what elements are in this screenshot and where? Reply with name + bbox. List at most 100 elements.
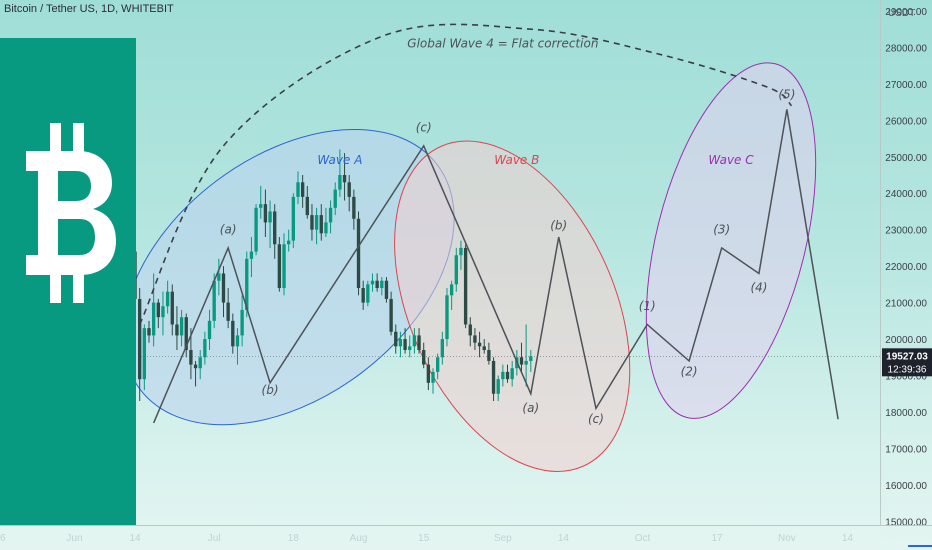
price-axis[interactable] [881, 0, 932, 525]
annotation-label: Wave A [317, 153, 362, 167]
candle-body [282, 244, 286, 289]
candle [519, 342, 524, 372]
price-tick-label: 23000.00 [885, 226, 927, 237]
candle [501, 364, 505, 387]
candle [165, 280, 170, 314]
time-axis[interactable] [0, 526, 880, 550]
candle [287, 229, 291, 252]
candle [231, 313, 235, 354]
bitcoin-logo-panel [0, 38, 136, 525]
candle-body [217, 273, 221, 281]
candle-body [277, 244, 282, 289]
candle [282, 233, 286, 296]
candle [384, 277, 389, 303]
candle-body [161, 306, 165, 318]
candle-body [417, 335, 421, 350]
price-tick-label: 18000.00 [885, 408, 927, 419]
candle [263, 189, 268, 237]
candle-body [463, 247, 468, 325]
candle-body [380, 280, 384, 289]
candle [412, 328, 417, 354]
candle [179, 309, 184, 347]
candle-body [459, 247, 463, 256]
price-tick-label: 27000.00 [885, 80, 927, 91]
currency-label: USDT [888, 8, 916, 19]
candle-body [338, 175, 342, 190]
candle [138, 288, 142, 402]
candle [193, 360, 198, 387]
candle [435, 353, 440, 380]
candle-body [268, 211, 272, 223]
annotation-label: (4) [750, 281, 767, 295]
candle [342, 153, 347, 201]
candle-body [156, 302, 160, 318]
candle [324, 207, 328, 237]
price-tick-label: 17000.00 [885, 444, 927, 455]
annotation-label: (2) [681, 365, 698, 379]
candle [422, 342, 426, 369]
candle [198, 350, 202, 380]
candle-body [328, 207, 333, 223]
candle [151, 273, 156, 347]
annotation-label: (b) [262, 383, 279, 397]
candle [352, 189, 356, 230]
annotation-label: (c) [588, 412, 604, 426]
candle-body [147, 328, 151, 336]
price-tick-label: 21000.00 [885, 299, 927, 310]
candle-body [482, 346, 486, 350]
candle-body [454, 255, 458, 285]
candle-body [333, 189, 337, 208]
candle-body [189, 350, 193, 365]
candle-body [231, 320, 235, 347]
candle-body [408, 346, 412, 350]
candle-body [431, 371, 435, 383]
candle [273, 204, 277, 259]
candle-body [394, 331, 398, 347]
candle [417, 328, 421, 354]
candle-body [529, 356, 533, 361]
candle [389, 291, 393, 336]
candle [240, 295, 244, 347]
candle-body [207, 320, 212, 340]
scroll-indicator[interactable] [908, 545, 932, 547]
candle [338, 149, 342, 197]
candle-body [291, 196, 296, 241]
annotation-label: Wave C [708, 153, 754, 167]
candle-body [403, 339, 407, 350]
symbol-title[interactable]: Bitcoin / Tether US, 1D, WHITEBIT [4, 3, 174, 15]
annotation-label: (a) [522, 401, 539, 415]
candle [477, 331, 482, 358]
candle-body [212, 280, 216, 321]
candle-body [519, 357, 524, 365]
candle-body [296, 182, 300, 197]
candle [398, 331, 403, 358]
candle-body [305, 196, 309, 216]
annotation-label: (5) [778, 87, 795, 101]
candle-body [319, 215, 323, 234]
candle [291, 193, 296, 248]
candle [394, 324, 398, 354]
global-arc [138, 23, 793, 325]
candle [156, 298, 160, 329]
candle [249, 236, 254, 278]
candle-body [254, 207, 258, 252]
candle-body [142, 328, 147, 380]
candle-body [193, 364, 198, 369]
price-tick-label: 15000.00 [885, 517, 927, 528]
candle [496, 375, 500, 402]
candle [454, 247, 458, 292]
candle [487, 342, 491, 365]
annotation-label: (1) [639, 299, 656, 313]
candle-body [496, 379, 500, 394]
candle-body [300, 182, 305, 197]
candle-body [235, 335, 240, 347]
candle-body [510, 368, 514, 380]
candle [505, 364, 510, 383]
candle-body [240, 309, 244, 336]
candle [370, 273, 375, 292]
candle [305, 185, 309, 219]
candle-body [505, 371, 510, 380]
candle [221, 266, 226, 318]
